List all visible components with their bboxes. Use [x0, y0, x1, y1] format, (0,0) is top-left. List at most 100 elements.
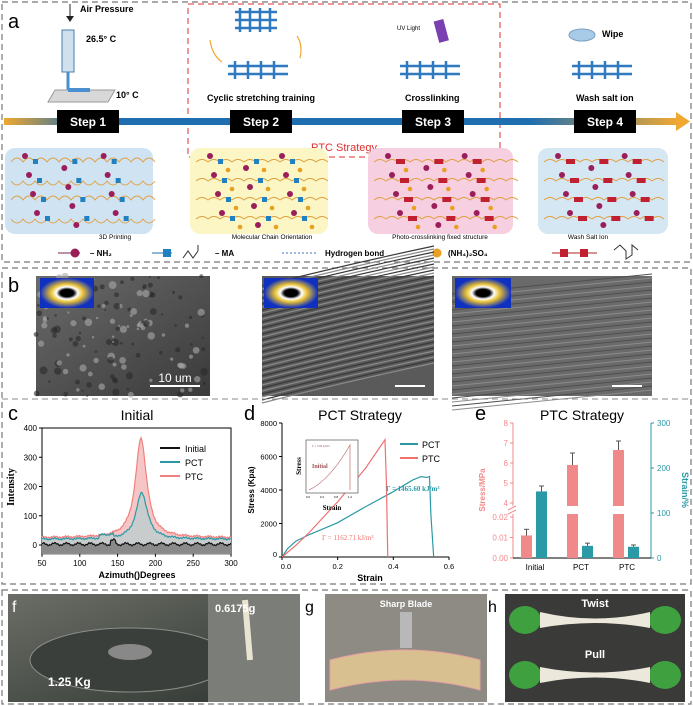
panel-label-b: b: [8, 275, 19, 297]
step-boxes: Step 1 Step 2 Step 3 Step 4: [57, 110, 636, 133]
nh2-group: [104, 172, 111, 178]
nh2-group: [473, 210, 480, 216]
crosslinker-icon: [613, 243, 639, 260]
sem-texture: [127, 391, 134, 398]
salt-particle: [415, 224, 421, 230]
step-label: Step 3: [415, 115, 451, 129]
sem-texture: [140, 325, 146, 331]
sem-fiber: [451, 369, 653, 391]
weight-label: 1.25 Kg: [48, 675, 91, 689]
nh2-group: [73, 222, 80, 228]
sem-fiber: [261, 284, 435, 326]
panel-label-a: a: [8, 11, 20, 33]
sem-texture: [130, 276, 135, 281]
molecule-networks: [10, 153, 665, 230]
y-axis-label: Intensity: [6, 468, 17, 506]
sem-texture: [75, 379, 80, 385]
chart-title: PCT Strategy: [318, 407, 402, 423]
mass-label: 0.6175g: [215, 603, 255, 615]
sem-fiber: [451, 341, 653, 363]
sem-fiber: [451, 377, 653, 399]
nh2-group: [385, 153, 391, 159]
saxs-pattern-inset: [455, 278, 511, 308]
stress-bar: [613, 450, 624, 558]
mesh-icons: [228, 8, 632, 79]
step-caption: Crosslinking: [405, 93, 460, 103]
arrow-head-icon: [676, 112, 690, 131]
sem-texture: [140, 320, 144, 324]
nh2-group: [563, 191, 569, 197]
inset-annotation: Γ = 3.09 kJ/m³: [312, 444, 330, 448]
sem-fiber: [451, 317, 653, 339]
sem-texture: [111, 338, 120, 347]
ma-group: [258, 178, 263, 183]
nh2-group: [592, 184, 599, 190]
sem-texture: [42, 316, 47, 321]
sem-texture: [104, 300, 109, 305]
hydrogel-fiber: [242, 599, 253, 661]
sem-fiber: [261, 323, 435, 365]
sem-texture: [161, 313, 164, 316]
x-tick-label: 0.6: [444, 562, 454, 571]
uv-light-label: UV Light: [397, 26, 420, 32]
nh2-group: [427, 184, 434, 190]
nh2-group: [559, 172, 565, 178]
sem-texture: [93, 357, 99, 364]
legend-label: PTC: [422, 454, 441, 464]
sem-fiber: [451, 325, 653, 347]
y-tick-label: 200: [24, 483, 38, 492]
sem-texture: [48, 380, 51, 383]
sem-texture: [107, 356, 114, 364]
ma-group: [290, 159, 295, 164]
ma-group: [480, 197, 490, 202]
ma-group: [438, 178, 448, 183]
sem-fiber: [451, 353, 653, 375]
salt-particle: [297, 167, 303, 173]
sem-fiber: [261, 362, 435, 404]
sem-texture: [119, 325, 128, 333]
nh2-group: [22, 153, 28, 159]
nh2-group: [625, 172, 632, 178]
sem-texture: [126, 387, 130, 391]
panel-label-d: d: [244, 403, 255, 425]
legend-label: PCT: [422, 440, 441, 450]
sem-texture: [158, 350, 163, 355]
timeline-arrow: [4, 118, 678, 125]
y-axis-label: Stress (Kpa): [247, 466, 256, 513]
ma-group: [76, 178, 82, 183]
nh2-group: [34, 210, 40, 216]
photo-panels: f 1.25 Kg 0.6175g g Sharp Blade h Twist …: [8, 594, 685, 702]
nh2-group: [112, 210, 119, 216]
nh2-group: [633, 210, 640, 216]
ma-group: [434, 159, 444, 164]
sem-fiber: [261, 353, 435, 395]
ptc-strategy-box: [187, 3, 501, 158]
nh2-group: [108, 191, 115, 197]
ma-group: [33, 159, 38, 164]
nh2-group: [435, 222, 442, 228]
sem-texture: [75, 335, 81, 342]
ma-icon: [163, 249, 171, 257]
sem-texture: [50, 327, 58, 334]
inset-tick: 0.4: [320, 495, 325, 499]
sem-fiber: [261, 287, 435, 329]
ma-group: [408, 216, 417, 221]
photo-mass: [208, 594, 300, 702]
ma-group: [37, 178, 42, 183]
sem-texture: [194, 376, 201, 383]
cycle-arrow-icon: [296, 35, 302, 59]
panel-label-e: e: [475, 403, 486, 425]
x-category-label: Initial: [526, 563, 545, 572]
sem-texture: [161, 333, 166, 337]
y-tick-label: 8000: [260, 419, 277, 428]
x-tick-label: 150: [111, 559, 125, 568]
salt-particle: [305, 205, 311, 211]
sem-fiber: [451, 349, 653, 371]
sem-texture: [98, 383, 105, 390]
sem-fiber: [451, 365, 653, 387]
nh2-group: [247, 184, 253, 190]
y-tick-label: 0: [273, 550, 277, 559]
hydrogel-sheet: [329, 649, 481, 691]
sem-texture: [54, 314, 57, 317]
nh2-group: [469, 191, 476, 197]
